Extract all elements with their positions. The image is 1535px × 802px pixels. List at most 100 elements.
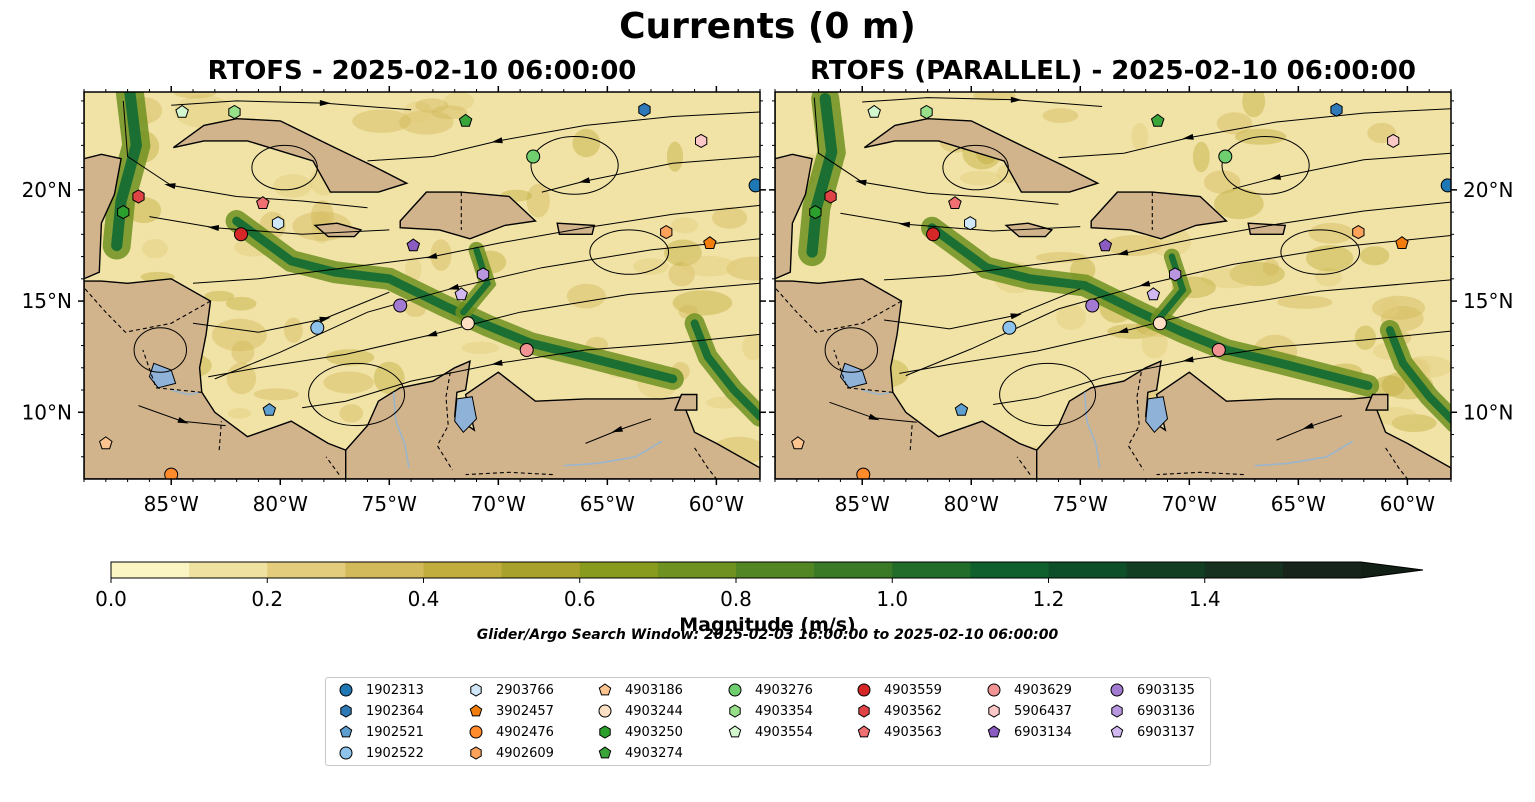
lat-tick-label-left: 10°N [22, 400, 72, 424]
colorbar-extend-arrow [1361, 562, 1423, 578]
float-marker-1902364-left [638, 102, 651, 117]
colorbar-segment [111, 562, 190, 578]
ocean-texture-right [1262, 259, 1280, 276]
ocean-texture-left [126, 197, 162, 224]
land-yucatan-left [84, 92, 122, 280]
float-marker-6903134-left [406, 238, 421, 252]
ocean-texture-right [1056, 304, 1086, 331]
hexagon-marker-icon [599, 725, 611, 739]
ocean-texture-left [211, 318, 267, 352]
legend-marker-4903559 [857, 683, 871, 697]
streamline-arrow-right [1117, 327, 1129, 333]
current-core-left [111, 92, 142, 252]
map-frame-right [774, 91, 1452, 480]
float-marker-1902521-right [954, 402, 969, 416]
legend-label: 4903276 [755, 682, 813, 698]
float-marker-4903276-right [1218, 149, 1233, 164]
streamline-left [149, 216, 390, 235]
hexagon-marker-icon [470, 683, 482, 697]
country-border-right [1385, 447, 1408, 479]
circle-marker-icon [857, 683, 871, 697]
streamline-arrow-right [1182, 356, 1194, 363]
legend-marker-5906437 [988, 704, 1000, 718]
frame-right [774, 91, 1452, 480]
colorbar-outline [110, 561, 1424, 579]
ocean-texture-left [431, 105, 468, 120]
legend-label: 4903562 [884, 703, 942, 719]
streamline-arrow-left [426, 252, 438, 259]
colorbar-segment [814, 562, 893, 578]
ocean-texture-left [399, 110, 454, 135]
ocean-texture-left [633, 258, 669, 275]
float-marker-1902364-right [1330, 102, 1343, 117]
ocean-texture-right [1042, 108, 1079, 123]
pentagon-marker-icon [598, 683, 612, 696]
map-panel-left [84, 92, 760, 479]
eddie-streamline-left [251, 144, 318, 191]
float-marker-6903135-right [1085, 298, 1100, 313]
ocean-texture-left [352, 109, 411, 133]
legend-item-4903563: 4903563 [856, 722, 942, 742]
ocean-texture-left [403, 101, 433, 123]
float-marker-1902522-left [310, 320, 325, 335]
land-trinidad-right [1364, 393, 1389, 411]
legend-label: 6903136 [1137, 703, 1195, 719]
legend-marker-1902364 [340, 704, 352, 718]
ocean-texture-left [273, 174, 313, 198]
ocean-texture-left [339, 404, 364, 423]
streamline-arrow-left [447, 283, 460, 290]
lon-tick-label-left: 60°W [689, 492, 744, 516]
colorbar-segment [1048, 562, 1128, 578]
streamline-right [840, 212, 1081, 232]
streamline-right [1058, 108, 1451, 159]
eddie-streamline-left [133, 327, 188, 373]
float-marker-4903354-right [920, 104, 933, 120]
float-marker-2903766-right [964, 216, 977, 231]
country-border-right [833, 349, 893, 393]
float-marker-4903554-left [175, 104, 189, 118]
ocean-texture-left [225, 296, 257, 311]
legend-item-1902522: 1902522 [338, 743, 424, 763]
ocean-texture-left [325, 349, 375, 366]
lon-tick-label-left: 65°W [580, 492, 635, 516]
circle-marker-icon [728, 683, 742, 697]
current-core-right [1385, 326, 1451, 425]
streamline-right [862, 97, 1103, 107]
float-marker-4903562-left [132, 189, 145, 204]
ocean-texture-left [572, 128, 601, 158]
float-marker-5906437-left [695, 133, 708, 148]
streamline-arrow-right [1302, 422, 1314, 429]
float-marker-4903274-right [1150, 113, 1165, 127]
colorbar-tick-label: 0.0 [95, 587, 127, 611]
legend-label: 1902522 [366, 745, 424, 761]
ocean-texture-right [1214, 188, 1264, 220]
legend-item-6903134: 6903134 [986, 722, 1072, 742]
colorbar-tick-label: 0.8 [720, 587, 752, 611]
float-marker-4903554-right [867, 104, 881, 118]
float-marker-6903136-right [1169, 267, 1182, 282]
streamline-arrow-right [868, 413, 880, 421]
country-border-left [218, 421, 222, 451]
hexagon-marker-icon [729, 704, 741, 718]
colorbar-segment [970, 562, 1049, 578]
colorbar-segment [267, 562, 346, 578]
ocean-texture-left [443, 92, 474, 111]
lon-tick-label-left: 70°W [471, 492, 526, 516]
country-border-right [1127, 372, 1144, 471]
float-marker-4903354-left [228, 104, 241, 120]
legend-label: 1902313 [366, 682, 424, 698]
ocean-texture-left [671, 217, 698, 234]
country-border-left [325, 456, 340, 475]
country-border-left [84, 287, 211, 333]
legend-marker-6903135 [1110, 683, 1124, 697]
hexagon-marker-icon [988, 704, 1000, 718]
pentagon-marker-icon [339, 725, 353, 738]
colorbar-tick-label: 0.2 [251, 587, 283, 611]
ocean-texture-right [1375, 407, 1418, 426]
lon-tick-label-right: 75°W [1053, 492, 1108, 516]
current-core-right [806, 93, 838, 258]
float-marker-6903137-left [454, 287, 468, 301]
land-south-am-left [345, 359, 760, 479]
country-border-right [909, 421, 913, 451]
